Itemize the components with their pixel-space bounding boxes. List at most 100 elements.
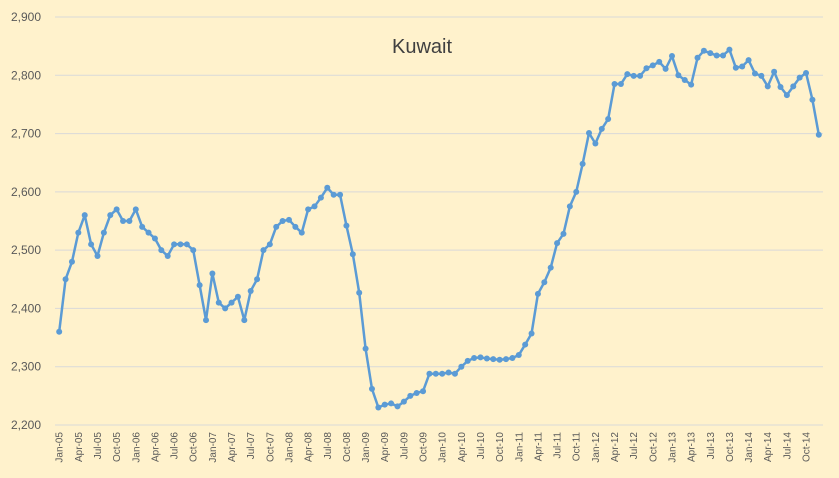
data-point: [592, 140, 599, 147]
chart-title: Kuwait: [392, 36, 452, 58]
data-point: [183, 241, 190, 248]
data-point: [771, 68, 778, 75]
data-point: [190, 247, 197, 254]
x-tick-label: Jul-10: [476, 432, 487, 460]
data-point: [158, 247, 165, 254]
x-tick-label: Apr-06: [150, 432, 161, 462]
data-point: [273, 223, 280, 230]
x-tick-label: Oct-12: [648, 432, 659, 462]
data-point: [745, 57, 752, 64]
data-point: [139, 223, 146, 230]
x-tick-label: Oct-10: [495, 432, 506, 462]
data-point: [777, 83, 784, 90]
data-point: [720, 52, 727, 59]
data-point: [120, 218, 127, 224]
data-point: [126, 218, 133, 224]
data-point: [630, 72, 637, 79]
data-point: [330, 191, 337, 198]
data-point: [62, 276, 69, 283]
x-tick-label: Apr-12: [610, 432, 621, 462]
y-tick-label: 2,600: [11, 185, 41, 199]
data-point: [464, 357, 471, 364]
data-point: [356, 289, 363, 296]
data-point: [713, 52, 720, 59]
x-tick-label: Apr-10: [457, 432, 468, 462]
data-point: [68, 258, 75, 265]
gridlines: [55, 16, 823, 426]
data-point: [337, 191, 344, 198]
x-tick-label: Oct-13: [725, 432, 736, 462]
data-point: [420, 388, 427, 395]
x-tick-label: Jul-12: [629, 432, 640, 460]
data-point: [151, 235, 158, 242]
data-point: [317, 194, 324, 201]
x-tick-label: Jul-14: [782, 432, 793, 460]
y-tick-label: 2,300: [11, 360, 41, 374]
data-point: [81, 212, 88, 219]
data-point: [496, 356, 503, 363]
data-point: [311, 203, 318, 210]
data-point: [477, 354, 484, 361]
data-point: [145, 229, 152, 236]
data-point: [483, 355, 490, 362]
data-point: [241, 317, 248, 324]
data-point: [815, 131, 822, 138]
data-point: [381, 401, 388, 408]
data-point: [522, 341, 529, 348]
x-tick-label: Apr-09: [380, 432, 391, 462]
x-tick-label: Jan-09: [361, 432, 372, 463]
data-point: [739, 63, 746, 70]
data-point: [451, 370, 458, 377]
x-tick-label: Jul-11: [553, 432, 564, 459]
x-tick-label: Jan-10: [438, 432, 449, 463]
data-point: [809, 96, 816, 103]
data-point: [228, 299, 235, 306]
data-point: [662, 65, 669, 72]
data-point: [598, 125, 605, 132]
data-point: [758, 72, 765, 79]
y-axis-ticks: 2,200 2,300 2,400 2,500 2,600 2,700 2,800 2,900: [11, 10, 41, 432]
data-point: [234, 293, 241, 300]
data-point: [215, 299, 222, 306]
data-point: [688, 81, 695, 88]
data-point: [88, 241, 95, 248]
y-tick-label: 2,500: [11, 243, 41, 257]
x-tick-label: Jul-09: [399, 432, 410, 460]
data-point: [796, 74, 803, 81]
data-point: [605, 116, 612, 122]
data-point: [547, 264, 554, 271]
data-point: [560, 230, 567, 237]
data-point: [209, 270, 216, 277]
data-point: [617, 81, 624, 88]
data-point: [790, 83, 797, 90]
data-point: [541, 279, 548, 286]
data-point: [368, 385, 375, 392]
data-point: [624, 71, 631, 78]
data-point: [573, 188, 580, 195]
data-point: [586, 129, 593, 136]
data-point: [432, 370, 439, 377]
data-point: [113, 206, 120, 213]
x-tick-label: Jul-08: [323, 432, 334, 460]
data-point: [203, 317, 210, 324]
data-point: [132, 206, 139, 213]
data-point: [100, 229, 107, 236]
data-point: [298, 229, 305, 236]
x-tick-label: Jan-11: [514, 432, 525, 462]
x-tick-label: Jul-13: [706, 432, 717, 460]
data-point: [56, 328, 63, 335]
data-point: [260, 247, 267, 254]
data-point: [649, 62, 656, 69]
data-point: [732, 64, 739, 71]
x-tick-label: Jul-05: [93, 432, 104, 460]
y-tick-label: 2,800: [11, 68, 41, 82]
x-tick-label: Oct-06: [189, 432, 200, 462]
x-tick-label: Oct-08: [342, 432, 353, 462]
data-point: [490, 356, 497, 363]
data-point: [643, 65, 650, 72]
data-point: [656, 58, 663, 65]
data-point: [534, 290, 541, 297]
data-point: [707, 50, 714, 57]
data-point: [783, 92, 790, 99]
data-point: [285, 216, 292, 223]
